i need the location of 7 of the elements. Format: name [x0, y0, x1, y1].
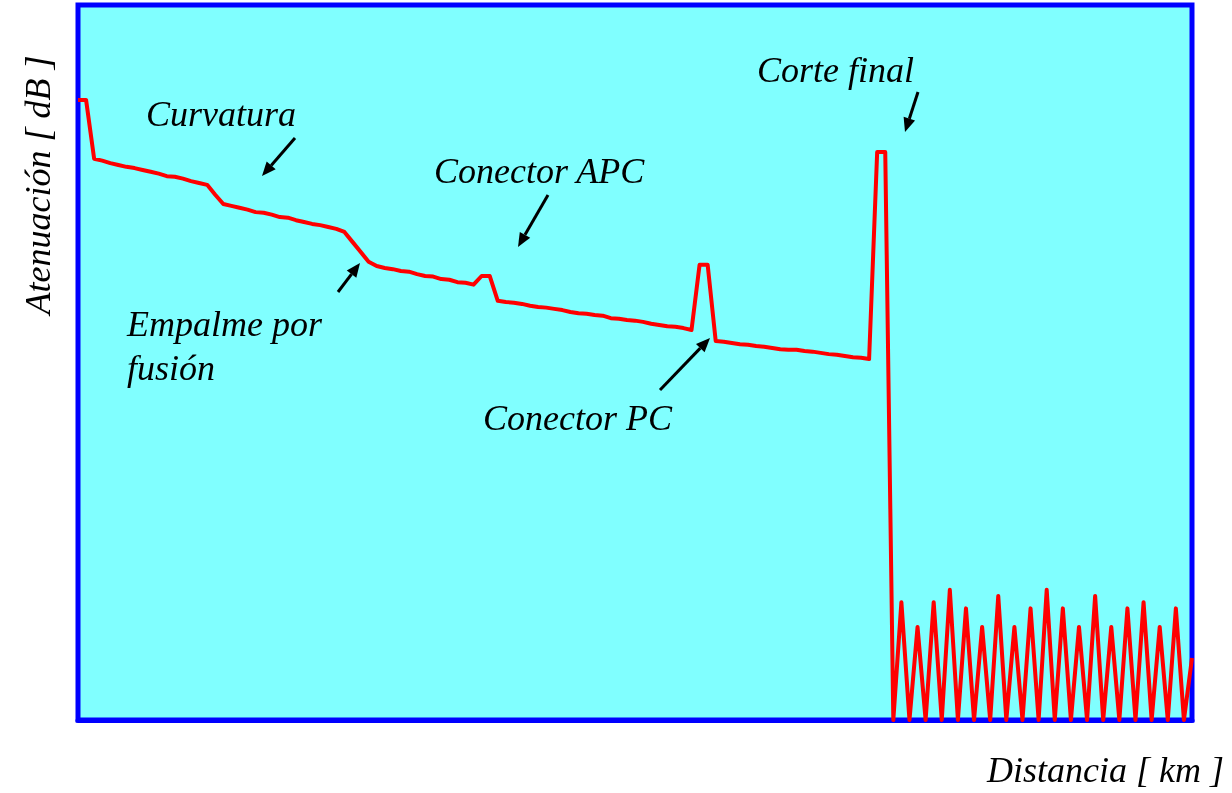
annotation: Curvatura	[146, 93, 297, 136]
y-axis-title: Atenuación [ dB ]	[17, 55, 59, 315]
annotation: Empalme por fusión	[127, 303, 323, 390]
annotation: Conector APC	[434, 150, 645, 193]
text: Corte final	[757, 49, 915, 92]
annotation: Conector PC	[483, 397, 672, 440]
x-axis-title: Distancia [ km ]	[987, 749, 1224, 792]
